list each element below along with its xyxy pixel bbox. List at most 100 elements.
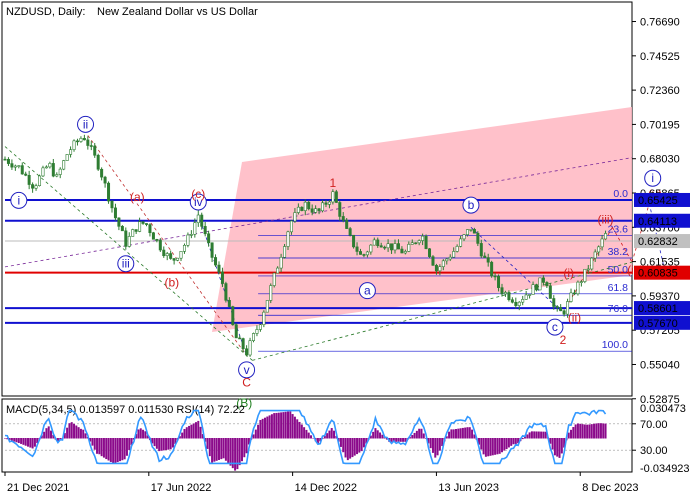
candle-body [348,228,352,236]
macd-bar [563,438,566,448]
candle-body [286,231,290,247]
macd-bar [374,428,377,439]
candle-body [220,271,224,284]
candle-body [203,226,207,235]
macd-bar [597,423,600,439]
candle-body [131,229,135,237]
x-axis-tick-label: 13 Jun 2023 [438,482,499,494]
price-level-marker [634,213,690,228]
candle-body [31,184,35,189]
macd-bar [36,438,39,444]
candle-body [96,154,100,170]
macd-bar [454,429,457,439]
candle-body [100,168,104,178]
macd-bar [264,417,267,439]
candle-body [445,258,449,262]
candle-body [428,248,432,257]
macd-bar [215,438,218,461]
candle-body [586,268,590,271]
candle-body [65,154,69,161]
macd-bar [56,438,59,442]
candle-body [227,300,231,307]
candle-body [158,240,162,251]
candle-body [75,140,79,143]
candle-body [345,219,349,229]
wave-label: (ii) [568,311,581,325]
candle-body [548,285,552,299]
macd-bar [128,438,131,451]
macd-bar [185,427,188,439]
candle-body [417,240,421,244]
macd-bar [155,438,158,449]
candle-body [300,206,304,211]
macd-bar [542,431,545,439]
macd-bar [33,438,36,447]
macd-bar [68,423,71,439]
y-axis-tick-label: 0.55040 [640,359,680,371]
candle-body [293,212,297,222]
candle-body [521,299,525,303]
macd-bar [291,414,294,439]
wave-label-circle [189,193,207,211]
macd-bar [287,411,290,439]
macd-bar [238,438,241,466]
trend-line-lower [252,261,633,361]
macd-bar [489,438,492,456]
candle-body [141,221,145,224]
candle-body [407,244,411,252]
macd-bar [114,438,117,463]
macd-bar [27,438,30,447]
macd-bar [579,423,582,439]
candle-body [314,208,318,213]
wave-dash [470,227,564,314]
macd-bar [521,438,524,440]
candle-body [569,292,573,302]
wave-label-circle [644,169,662,187]
candle-body [44,166,48,169]
candle-body [538,277,542,291]
price-level-value: 0.60835 [638,268,678,280]
macd-bar [464,427,467,439]
candle-body [566,301,570,315]
candle-body [214,257,218,266]
price-level-marker [634,234,690,249]
wave-label: ii [83,117,88,131]
macd-bar [102,438,105,458]
candle-body [238,337,242,340]
macd-bar [183,429,186,439]
rsi-axis-label: 70.00 [640,419,668,431]
macd-bar [45,428,48,439]
wave-dash [612,227,633,263]
price-level-marker [634,265,690,280]
wave-label: C [242,376,251,390]
macd-bar [323,435,326,439]
macd-bar [586,424,589,439]
symbol-label: NZDUSD, Daily: [6,6,85,18]
candle-body [34,185,38,189]
macd-bar [13,438,16,442]
candle-body [113,207,117,219]
candle-body [559,307,563,312]
macd-bar [514,438,517,445]
macd-bar [581,424,584,439]
y-axis-tick-label: 0.74525 [640,51,680,63]
candle-body [579,281,583,283]
candle-body [210,242,214,258]
candle-body [545,282,549,287]
macd-bar [358,438,361,453]
candle-body [500,287,504,295]
candle-body [172,258,176,261]
macd-bar [91,438,94,446]
candle-body [393,243,397,251]
macd-bar [342,438,345,453]
y-axis-tick-label: 0.76690 [640,17,680,29]
macd-bar [227,438,230,464]
macd-bar [89,438,92,442]
y-axis-tick-label: 0.61535 [640,257,680,269]
wave-label: iii [122,257,130,271]
candle-body [55,174,59,177]
macd-bar [303,427,306,439]
macd-bar [590,424,593,439]
macd-bar [234,438,237,471]
wave-label: (i) [563,266,574,280]
